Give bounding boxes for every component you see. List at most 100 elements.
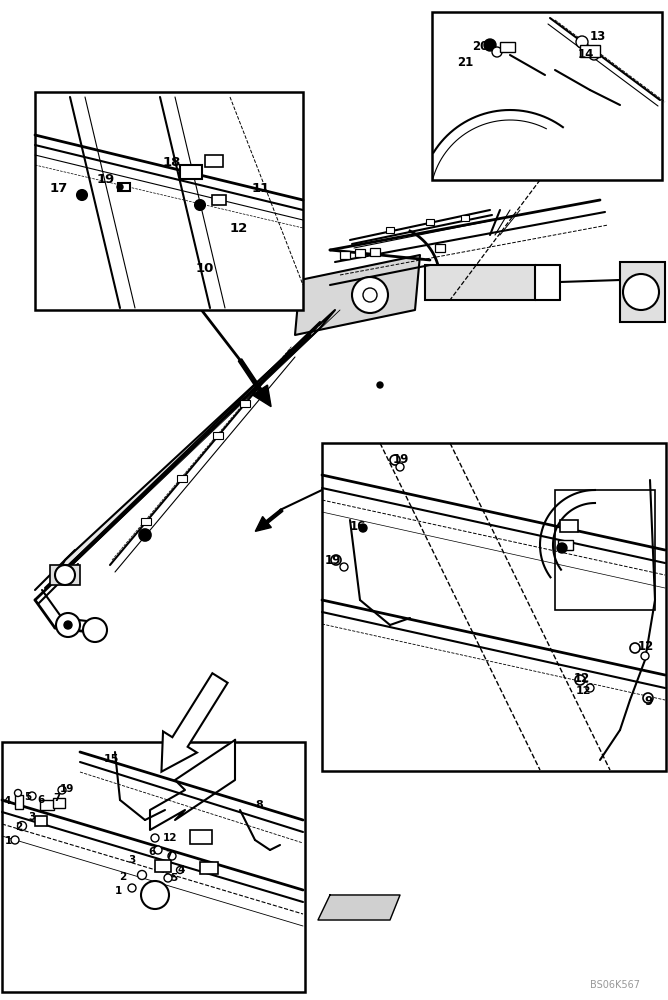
Text: 19: 19 — [393, 453, 409, 466]
Bar — [200, 862, 218, 874]
Text: 5: 5 — [170, 873, 177, 883]
Circle shape — [586, 684, 594, 692]
Bar — [15, 795, 23, 809]
Bar — [435, 244, 445, 252]
Bar — [177, 475, 187, 482]
Circle shape — [128, 884, 136, 892]
Polygon shape — [295, 255, 420, 335]
Text: 5: 5 — [24, 792, 31, 802]
Circle shape — [77, 190, 87, 200]
FancyArrow shape — [255, 509, 283, 531]
Bar — [155, 860, 171, 872]
Text: 12: 12 — [230, 222, 248, 235]
Text: 21: 21 — [457, 56, 473, 69]
Bar — [558, 540, 573, 550]
Circle shape — [64, 621, 72, 629]
Circle shape — [176, 866, 184, 874]
Bar — [141, 518, 151, 525]
Circle shape — [390, 455, 400, 465]
Text: 19: 19 — [60, 784, 74, 794]
Text: 12: 12 — [574, 672, 591, 685]
Polygon shape — [55, 310, 335, 578]
Circle shape — [117, 184, 123, 190]
Circle shape — [331, 555, 341, 565]
Bar — [386, 227, 394, 233]
Bar — [560, 520, 578, 532]
Circle shape — [56, 613, 80, 637]
Circle shape — [58, 786, 66, 794]
Circle shape — [575, 675, 585, 685]
Bar — [426, 219, 434, 225]
Bar — [500, 42, 515, 52]
Text: 11: 11 — [252, 182, 271, 195]
Bar — [555, 490, 655, 610]
Text: 1: 1 — [115, 886, 122, 896]
Circle shape — [359, 524, 367, 532]
Circle shape — [15, 790, 21, 796]
Circle shape — [377, 382, 383, 388]
Bar — [2, 742, 305, 992]
Bar — [370, 248, 380, 256]
Text: 18: 18 — [163, 156, 182, 169]
Circle shape — [141, 881, 169, 909]
Text: BS06K567: BS06K567 — [590, 980, 640, 990]
Circle shape — [139, 529, 151, 541]
Bar — [322, 443, 666, 771]
Text: 19: 19 — [97, 173, 116, 186]
Circle shape — [484, 39, 496, 51]
Circle shape — [589, 50, 599, 60]
Circle shape — [168, 852, 176, 860]
Bar — [340, 251, 350, 259]
Bar — [425, 265, 535, 300]
Text: 3: 3 — [28, 812, 35, 822]
Text: 14: 14 — [578, 48, 595, 61]
Circle shape — [352, 277, 388, 313]
Circle shape — [151, 834, 159, 842]
Circle shape — [55, 565, 75, 585]
Bar — [580, 45, 600, 57]
Text: 4: 4 — [3, 796, 11, 806]
Text: 12: 12 — [638, 640, 654, 653]
Text: 1: 1 — [5, 836, 12, 846]
Circle shape — [576, 36, 588, 48]
Circle shape — [557, 543, 567, 553]
Bar — [240, 400, 250, 407]
Text: 3: 3 — [128, 855, 135, 865]
Text: 15: 15 — [104, 754, 120, 764]
Text: 8: 8 — [255, 800, 263, 810]
Circle shape — [340, 563, 348, 571]
Text: 16: 16 — [350, 520, 366, 533]
Circle shape — [17, 822, 27, 830]
Bar — [190, 830, 212, 844]
Bar — [205, 155, 223, 167]
FancyArrow shape — [238, 359, 271, 407]
Bar — [50, 565, 80, 585]
Bar — [355, 249, 365, 257]
Bar — [180, 165, 202, 179]
FancyArrow shape — [162, 673, 228, 772]
Circle shape — [363, 288, 377, 302]
Text: 6: 6 — [148, 847, 155, 857]
Text: 2: 2 — [15, 822, 22, 832]
Bar — [35, 92, 303, 310]
Bar — [432, 12, 662, 180]
Bar — [213, 432, 223, 439]
Circle shape — [83, 618, 107, 642]
Circle shape — [396, 463, 404, 471]
Bar — [40, 800, 54, 810]
Text: 6: 6 — [37, 795, 44, 805]
Circle shape — [492, 47, 502, 57]
Text: 17: 17 — [50, 182, 68, 195]
Circle shape — [641, 652, 649, 660]
Text: 7: 7 — [53, 793, 60, 803]
Circle shape — [138, 870, 146, 880]
Polygon shape — [318, 895, 400, 920]
Polygon shape — [150, 740, 235, 830]
Circle shape — [11, 836, 19, 844]
Text: 19: 19 — [325, 554, 341, 567]
Bar — [212, 195, 226, 205]
Bar — [620, 262, 665, 322]
Bar — [35, 816, 47, 826]
Text: 7: 7 — [165, 850, 172, 860]
Bar — [461, 215, 469, 221]
